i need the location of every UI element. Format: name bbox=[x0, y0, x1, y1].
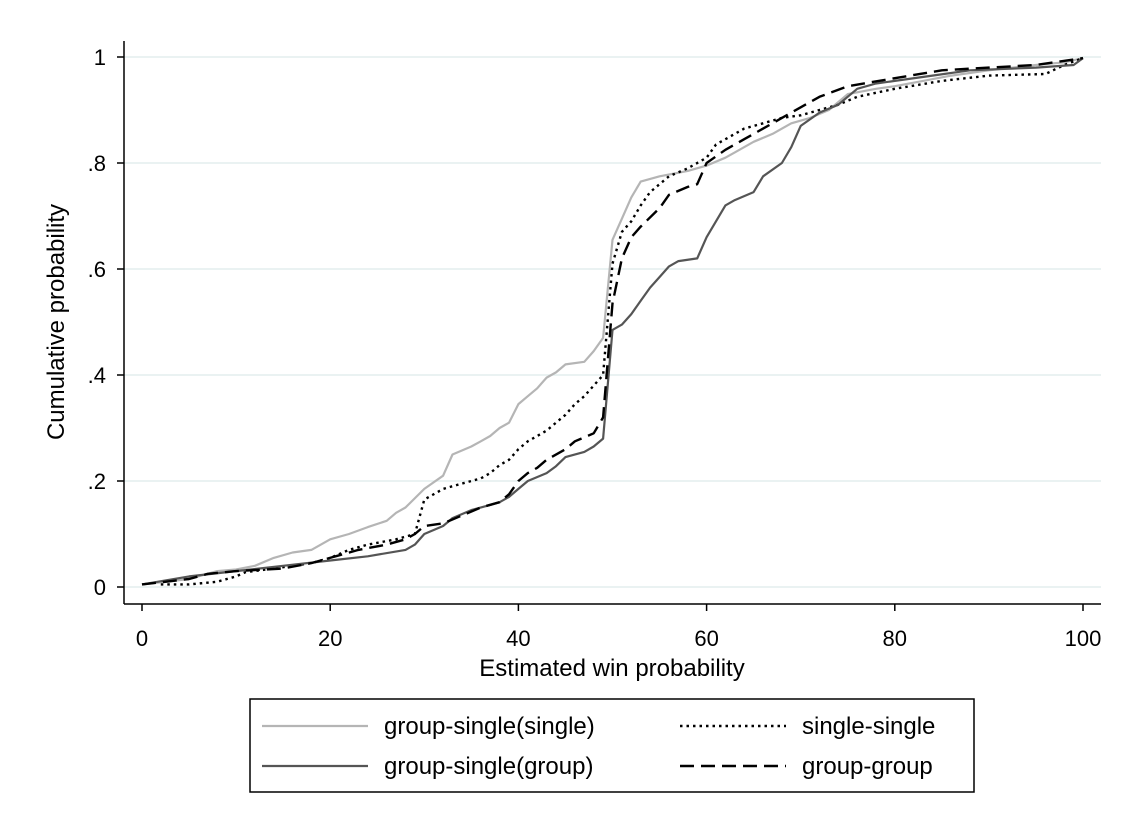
y-ticks: 0 .2 .4 .6 .8 1 bbox=[88, 45, 124, 600]
legend-label: single-single bbox=[802, 713, 935, 740]
axes bbox=[123, 41, 1101, 605]
x-tick-label: 40 bbox=[506, 626, 530, 651]
x-tick-label: 0 bbox=[136, 626, 148, 651]
series-line-single-single bbox=[160, 56, 1084, 586]
x-tick-label: 80 bbox=[883, 626, 907, 651]
legend: group-single(single) single-single group-s… bbox=[249, 698, 975, 793]
y-tick-label: .4 bbox=[88, 363, 106, 388]
y-tick-label: .6 bbox=[88, 257, 106, 282]
y-tick-label: 0 bbox=[94, 575, 106, 600]
legend-box bbox=[249, 698, 975, 793]
x-tick-label: 100 bbox=[1065, 626, 1102, 651]
x-ticks: 0 20 40 60 80 100 bbox=[136, 604, 1101, 651]
y-tick-label: .2 bbox=[88, 469, 106, 494]
legend-label: group-single(single) bbox=[384, 713, 595, 740]
y-tick-label: 1 bbox=[94, 45, 106, 70]
y-tick-label: .8 bbox=[88, 151, 106, 176]
legend-label: group-single(group) bbox=[384, 753, 593, 780]
y-axis-title: Cumulative probability bbox=[43, 204, 70, 440]
legend-label: group-group bbox=[802, 753, 933, 780]
series-line-group-single-group bbox=[141, 57, 1084, 586]
x-tick-label: 20 bbox=[318, 626, 342, 651]
x-axis-title: Estimated win probability bbox=[479, 655, 744, 682]
series-layer bbox=[141, 56, 1084, 586]
x-tick-label: 60 bbox=[694, 626, 718, 651]
series-line-group-group bbox=[141, 56, 1084, 586]
